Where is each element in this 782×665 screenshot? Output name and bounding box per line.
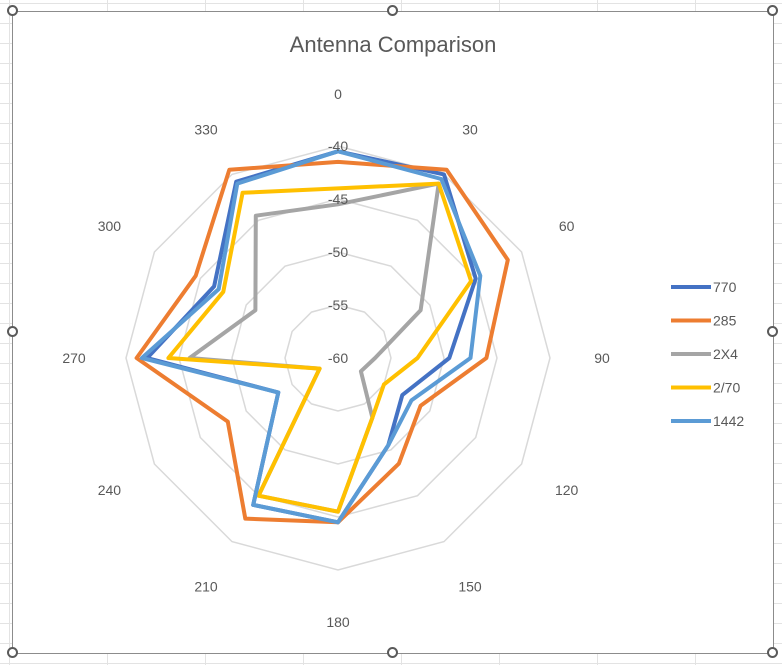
- legend-label[interactable]: 770: [713, 279, 737, 295]
- category-label: 120: [555, 482, 579, 498]
- category-label: 60: [559, 218, 575, 234]
- category-label: 30: [462, 121, 478, 137]
- resize-handle-bottom-center[interactable]: [387, 647, 398, 658]
- radar-labels: -60 -55 -50 -45 -40 0 30 60 90 120 150 180 210 240 270…: [62, 86, 610, 630]
- chart-legend[interactable]: 770 285 2X4 2/70 1442: [671, 279, 744, 429]
- resize-handle-top-right[interactable]: [767, 5, 778, 16]
- radar-gridline: [231, 251, 445, 465]
- legend-label[interactable]: 2X4: [713, 346, 738, 362]
- resize-handle-bottom-right[interactable]: [767, 647, 778, 658]
- radial-tick-label: -55: [328, 297, 348, 313]
- legend-label[interactable]: 285: [713, 313, 737, 329]
- resize-handle-top-left[interactable]: [7, 5, 18, 16]
- category-label: 240: [98, 482, 122, 498]
- series-line-285[interactable]: [134, 159, 510, 525]
- radial-tick-label: -50: [328, 244, 348, 260]
- category-label: 270: [62, 350, 86, 366]
- radial-tick-label: -45: [328, 191, 348, 207]
- radial-tick-label: -60: [328, 350, 348, 366]
- radar-chart: -60 -55 -50 -45 -40 0 30 60 90 120 150 180 210 240 270…: [62, 32, 744, 630]
- series-line-270[interactable]: [166, 181, 474, 514]
- category-label: 90: [594, 350, 610, 366]
- radar-gridline: [125, 145, 551, 571]
- category-label: 300: [98, 218, 122, 234]
- radar-series: [134, 149, 510, 525]
- radial-tick-label: -40: [328, 138, 348, 154]
- resize-handle-middle-left[interactable]: [7, 326, 18, 337]
- category-label: 330: [194, 121, 218, 137]
- category-label: 180: [326, 614, 350, 630]
- resize-handle-top-center[interactable]: [387, 5, 398, 16]
- chart-area[interactable]: -60 -55 -50 -45 -40 0 30 60 90 120 150 180 210 240 270…: [12, 11, 774, 654]
- resize-handle-middle-right[interactable]: [767, 326, 778, 337]
- resize-handle-bottom-left[interactable]: [7, 647, 18, 658]
- category-label: 150: [458, 579, 482, 595]
- legend-label[interactable]: 1442: [713, 413, 744, 429]
- legend-label[interactable]: 2/70: [713, 380, 740, 396]
- chart-title: Antenna Comparison: [290, 32, 497, 57]
- series-line-1442[interactable]: [139, 149, 483, 525]
- category-label: 210: [194, 579, 218, 595]
- category-label: 0: [334, 86, 342, 102]
- radar-gridline: [284, 304, 392, 412]
